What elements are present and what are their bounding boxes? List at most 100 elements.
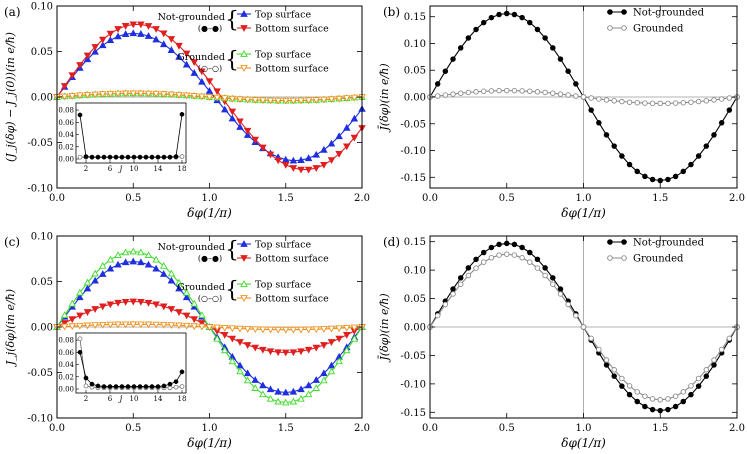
y-tick-label: 0.00 bbox=[404, 93, 426, 104]
y-tick-label: 0.05 bbox=[31, 277, 53, 288]
legend-marker bbox=[621, 255, 627, 261]
series-0-point bbox=[688, 161, 694, 168]
series-0-point bbox=[121, 258, 130, 266]
series-2-point bbox=[335, 357, 343, 365]
series-1-point bbox=[320, 342, 328, 349]
series-2-point bbox=[243, 376, 252, 384]
inset: 0.00 0.02 0.04 0.06 0.08 2 6 10 14 18 j bbox=[58, 102, 186, 173]
legend-group-symbol: (●–●) bbox=[198, 254, 222, 263]
series-1-point bbox=[236, 339, 244, 346]
legend-entry-label: Grounded bbox=[633, 24, 684, 35]
series-3-point bbox=[266, 97, 275, 105]
series-2-point bbox=[259, 390, 267, 398]
legend-entry-label: Top surface bbox=[255, 240, 311, 251]
legend-entry-label: Top surface bbox=[255, 280, 311, 291]
series-1-point bbox=[550, 281, 556, 287]
inset-open-point bbox=[179, 154, 185, 159]
series-1-point bbox=[688, 99, 694, 105]
series-1-point bbox=[603, 357, 610, 363]
y-axis-label: J̄(δφ)(in e/ħ) bbox=[378, 63, 391, 132]
series-3-point bbox=[320, 96, 328, 104]
series-3-point bbox=[121, 321, 130, 329]
legend-marker bbox=[240, 10, 248, 17]
series-1-point bbox=[342, 143, 351, 151]
inset-filled-point bbox=[89, 381, 95, 387]
series-0-point bbox=[114, 260, 122, 268]
inset-filled-point bbox=[101, 384, 107, 389]
series-0-point bbox=[289, 156, 298, 164]
series-0-point bbox=[626, 391, 633, 398]
series-0-point bbox=[76, 293, 84, 301]
series-1-point bbox=[297, 348, 305, 356]
series-1-point bbox=[488, 88, 495, 94]
series-2-point bbox=[114, 251, 122, 259]
series-0-point bbox=[457, 45, 464, 51]
series-2-point bbox=[144, 251, 153, 259]
inset-x-tick-label: 2 bbox=[84, 395, 88, 403]
series-3-point bbox=[190, 323, 199, 331]
series-1-point bbox=[167, 36, 176, 43]
panel-d: 0.0 0.5 1.0 1.5 2.0 -0.15 -0.10 -0.05 0.00 0.05 0.… bbox=[378, 235, 745, 450]
series-3-point bbox=[289, 97, 298, 105]
series-0-point bbox=[98, 270, 107, 277]
series-3-point bbox=[68, 93, 77, 100]
panel-label: (b) bbox=[383, 5, 400, 19]
legend-marker bbox=[240, 65, 248, 72]
series-1-point bbox=[649, 100, 656, 107]
series-1-point bbox=[350, 134, 359, 142]
series-3-point bbox=[106, 321, 115, 329]
series-2-point bbox=[342, 346, 351, 354]
series-1-point bbox=[220, 332, 229, 339]
series-1-point bbox=[144, 299, 153, 307]
series-0-point bbox=[519, 244, 525, 251]
series-1-point bbox=[457, 90, 464, 96]
series-2-point bbox=[159, 261, 168, 269]
series-0-point bbox=[320, 145, 328, 153]
series-1-point bbox=[534, 265, 541, 271]
series-1-point bbox=[304, 346, 313, 354]
series-1-point bbox=[619, 375, 625, 382]
legend-group-symbol: (○–○) bbox=[198, 294, 222, 303]
panel-a: 0.0 0.5 1.0 1.5 2.0 -0.10 -0.05 0.00 0.05 0.10 δφ(… bbox=[4, 2, 370, 221]
series-1-point bbox=[634, 99, 640, 106]
series-0-point bbox=[98, 41, 107, 49]
series-3-point bbox=[182, 92, 191, 100]
series-1-point bbox=[488, 255, 495, 261]
series-3-point bbox=[274, 97, 282, 105]
legend-entry-label: Not-grounded bbox=[633, 238, 705, 249]
series-1-point bbox=[167, 306, 176, 313]
panel-label: (c) bbox=[4, 235, 20, 249]
inset-filled-point bbox=[83, 154, 89, 159]
series-3-point bbox=[159, 91, 168, 98]
series-0-point bbox=[504, 240, 510, 247]
series-1-point bbox=[527, 259, 533, 265]
series-0-point bbox=[588, 107, 594, 113]
legend-marker bbox=[240, 50, 248, 57]
series-0-point bbox=[289, 387, 298, 395]
series-0-point bbox=[711, 362, 717, 368]
x-tick-label: 1.0 bbox=[576, 423, 592, 434]
x-tick-label: 0.5 bbox=[499, 423, 515, 434]
series-0-point bbox=[649, 406, 656, 413]
panel-label: (d) bbox=[383, 235, 400, 249]
series-2-point bbox=[129, 247, 138, 255]
series-3-point bbox=[304, 97, 313, 105]
series-1-point bbox=[335, 335, 343, 343]
series-0-point bbox=[159, 270, 168, 277]
series-1-point bbox=[626, 99, 633, 105]
x-tick-label: 1.5 bbox=[278, 423, 294, 434]
x-tick-label: 0.5 bbox=[499, 193, 515, 204]
series-1-point bbox=[695, 98, 702, 105]
series-1-point bbox=[573, 93, 579, 99]
panel-b: 0.0 0.5 1.0 1.5 2.0 -0.15 -0.10 -0.05 0.00 0.05 0.… bbox=[378, 5, 745, 220]
series-1-point bbox=[312, 344, 321, 352]
series-2-point bbox=[251, 384, 260, 391]
series-0-point bbox=[236, 123, 244, 130]
y-tick-label: -0.05 bbox=[27, 138, 53, 149]
series-1-point bbox=[557, 291, 564, 297]
series-0-point bbox=[167, 276, 176, 284]
series-1-point bbox=[121, 23, 130, 30]
inset-filled-point bbox=[173, 379, 179, 385]
legend-entry-label: Grounded bbox=[633, 254, 684, 265]
series-1-point bbox=[588, 95, 594, 101]
